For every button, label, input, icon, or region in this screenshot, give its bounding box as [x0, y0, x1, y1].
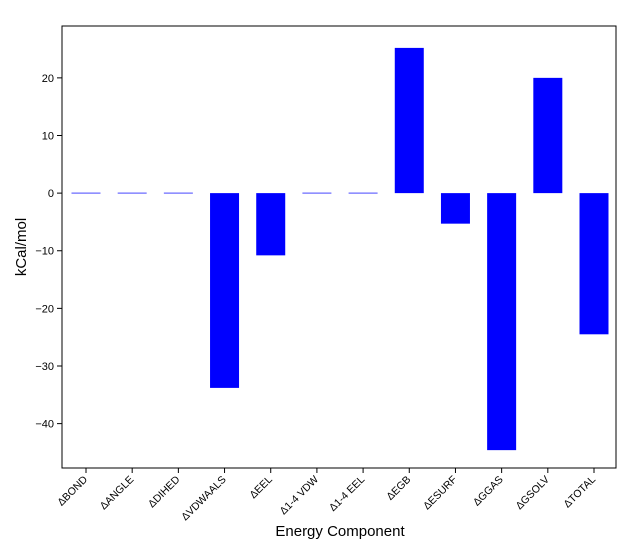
x-tick-label: ΔGSOLV — [513, 474, 551, 512]
bar — [579, 193, 609, 335]
y-tick-label: −40 — [35, 419, 54, 431]
y-tick-label: 10 — [42, 130, 54, 142]
bars-group — [71, 47, 609, 451]
y-tick-label: −20 — [35, 303, 54, 315]
x-tick-label: ΔANGLE — [98, 474, 137, 513]
x-tick-label: ΔEGB — [384, 474, 413, 503]
bar — [487, 193, 517, 451]
y-tick-label: −10 — [35, 246, 54, 258]
x-axis-label: Energy Component — [275, 523, 405, 540]
x-tick-label: ΔVDWAALS — [179, 474, 228, 523]
bar — [256, 193, 286, 256]
plot-frame — [61, 25, 617, 469]
x-tick-label: ΔGGAS — [471, 474, 506, 509]
y-axis-label: kCal/mol — [13, 218, 30, 276]
x-tick-label: ΔEEL — [247, 474, 275, 502]
x-tick-label: ΔDIHED — [146, 473, 183, 510]
x-tick-label: Δ1-4 VDW — [277, 474, 321, 518]
bar — [210, 193, 240, 388]
y-tick-label: 0 — [48, 188, 54, 200]
x-tick-label: ΔESURF — [421, 474, 460, 513]
x-tick-label: Δ1-4 EEL — [327, 474, 367, 514]
x-tick-label: ΔTOTAL — [561, 474, 598, 511]
x-tick-label: ΔBOND — [55, 473, 90, 508]
y-tick-label: 20 — [42, 73, 54, 85]
y-axis: −40 −30 −20 −10 0 10 20 — [35, 73, 62, 431]
bar — [440, 193, 470, 224]
bar — [394, 47, 424, 194]
bar — [533, 77, 563, 194]
y-tick-label: −30 — [35, 361, 54, 373]
